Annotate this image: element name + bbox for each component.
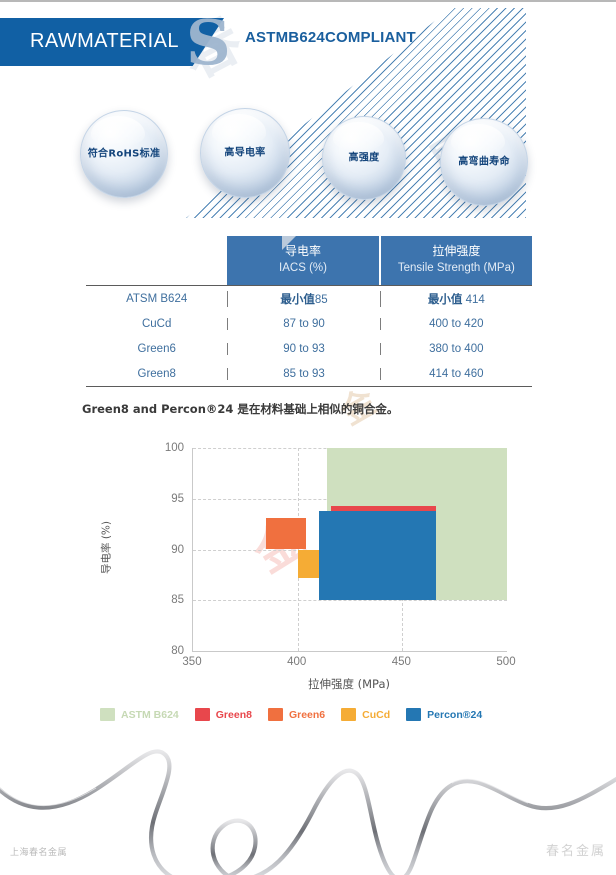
x-axis-ticks: 350 400 450 500 [182, 656, 515, 674]
table-cell-tensile: 400 to 420 [429, 317, 484, 330]
x-axis-tick-label: 350 [182, 656, 202, 668]
top-gap [0, 2, 616, 8]
table-header-spacer [86, 236, 227, 285]
note-text: Green8 and Percon®24 是在材料基础上相似的铜合金。 [82, 402, 399, 416]
table-row: CuCd 87 to 90 400 to 420 [86, 311, 532, 336]
gridline-horizontal [193, 600, 507, 602]
chart-legend: ASTM B624 Green8 Green6 CuCd Percon®24 [100, 708, 540, 721]
feature-sphere-rohs: 符合RoHS标准 [80, 110, 168, 198]
feature-sphere-label: 高强度 [348, 152, 380, 164]
table-header-tensile-cn: 拉伸强度 [432, 244, 481, 258]
table-row: Green6 90 to 93 380 to 400 [86, 336, 532, 361]
feature-sphere-strength: 高强度 [322, 116, 406, 200]
x-axis-tick-label: 400 [287, 656, 307, 668]
x-axis-tick-label: 500 [496, 656, 516, 668]
table-header-row: 导电率 IACS (%) 拉伸强度 Tensile Strength (MPa) [86, 236, 532, 285]
wire-illustration [0, 749, 616, 875]
table-body: ATSM B624 最小值85 最小值 414 CuCd 87 to 90 40… [86, 285, 532, 387]
table-row: ATSM B624 最小值85 最小值 414 [86, 286, 532, 311]
table-cell-conductivity: 90 to 93 [227, 342, 381, 355]
footer-right-text: 春名金属 [545, 844, 606, 859]
legend-swatch [406, 708, 422, 721]
y-axis-ticks: 80 85 90 95 100 [136, 442, 184, 657]
ribbon-decoration-icon: S [186, 6, 231, 79]
legend-swatch [194, 708, 210, 721]
cell-prefix: 最小值 [427, 291, 463, 306]
table-header-conductivity-cn: 导电率 [285, 244, 322, 258]
feature-sphere-conductivity: 高导电率 [200, 108, 290, 198]
legend-label: CuCd [362, 708, 391, 721]
legend-item[interactable]: Green6 [267, 708, 326, 721]
x-axis-tick-label: 450 [391, 656, 411, 668]
x-axis-label: 拉伸强度 (MPa) [307, 677, 390, 691]
legend-label: Green6 [288, 708, 326, 721]
legend-item[interactable]: ASTM B624 [100, 708, 179, 721]
header-subtitle: ASTMB624COMPLIANT [245, 29, 416, 46]
y-axis-tick-label: 100 [164, 442, 184, 454]
y-axis-tick-label: 95 [171, 492, 184, 505]
header-banner [0, 18, 224, 66]
legend-label: ASTM B624 [121, 708, 179, 721]
cell-value: 414 [462, 293, 485, 306]
table-cell-tensile: 414 to 460 [429, 367, 484, 380]
table-cell-conductivity: 87 to 90 [227, 317, 381, 330]
table-cell-name: Green8 [137, 367, 176, 380]
comparison-table: 导电率 IACS (%) 拉伸强度 Tensile Strength (MPa)… [86, 236, 532, 387]
cell-value: 85 [314, 293, 328, 306]
table-cell-conductivity: 最小值85 [227, 290, 381, 307]
top-rule [0, 0, 616, 2]
table-cell-conductivity: 85 to 93 [227, 367, 381, 380]
table-header-conductivity: 导电率 IACS (%) [227, 236, 381, 285]
legend-swatch [267, 708, 283, 721]
feature-sphere-label: 高弯曲寿命 [458, 156, 510, 168]
table-row: Green8 85 to 93 414 to 460 [86, 361, 532, 386]
feature-sphere-label: 符合RoHS标准 [87, 148, 161, 160]
table-cell-name: ATSM B624 [126, 292, 188, 305]
feature-sphere-label: 高导电率 [224, 147, 266, 159]
table-header-tensile-en: Tensile Strength (MPa) [397, 262, 515, 274]
table-header-tensile: 拉伸强度 Tensile Strength (MPa) [380, 236, 532, 285]
chart-region-percon-24 [318, 510, 436, 601]
table-cell-tensile: 最小值 414 [381, 291, 532, 307]
table-header-conductivity-en: IACS (%) [279, 262, 327, 274]
chart-plot-area: 金 [192, 448, 507, 652]
legend-label: Green8 [215, 708, 252, 721]
y-axis-tick-label: 85 [171, 594, 184, 607]
y-axis-label: 导电率 (%) [100, 521, 113, 575]
chart-region-green6 [266, 518, 307, 550]
legend-item[interactable]: CuCd [341, 708, 390, 721]
table-cell-name: Green6 [137, 342, 176, 355]
legend-swatch [100, 708, 115, 721]
table-cell-tensile: 380 to 400 [429, 342, 484, 355]
y-axis-tick-label: 80 [171, 645, 184, 657]
footer-left-text: 上海春名金属 [10, 848, 68, 858]
page-title: RAWMATERIAL [30, 30, 179, 52]
legend-label: Percon®24 [427, 708, 483, 721]
y-axis-tick-label: 90 [171, 543, 184, 556]
legend-swatch [341, 708, 357, 721]
cell-prefix: 最小值 [280, 291, 315, 306]
feature-sphere-bend-life: 高弯曲寿命 [440, 118, 528, 206]
table-cell-name: CuCd [141, 317, 172, 330]
table-corner-fold-icon [282, 236, 296, 250]
legend-item[interactable]: Green8 [194, 708, 252, 721]
legend-item[interactable]: Percon®24 [406, 708, 482, 721]
